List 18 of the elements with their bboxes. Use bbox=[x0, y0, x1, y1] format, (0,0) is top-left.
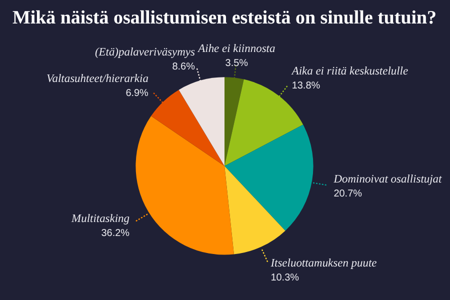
slice-label: (Etä)palaveriväsymys bbox=[94, 46, 196, 58]
data-label: 36.2% bbox=[101, 228, 130, 239]
slice-label: Aihe ei kiinnosta bbox=[197, 42, 276, 55]
pie-slice bbox=[151, 90, 224, 166]
data-label: 13.8% bbox=[292, 80, 320, 92]
data-label: 6.9% bbox=[126, 88, 149, 99]
slice-label: Aika ei riitä keskustelulle bbox=[290, 65, 408, 78]
slice-label: Multitasking bbox=[70, 212, 130, 225]
data-label: 3.5% bbox=[225, 58, 248, 69]
data-label: 20.7% bbox=[334, 188, 362, 200]
slice-label: Valtasuhteet/hierarkia bbox=[46, 73, 149, 86]
chart-title: Mikä näistä osallistumisen esteistä on sinulle tutuin? bbox=[12, 7, 437, 28]
slice-label: Dominoivat osallistujat bbox=[332, 174, 443, 186]
pie-slice bbox=[224, 166, 286, 254]
data-label: 8.6% bbox=[172, 61, 196, 72]
data-label: 10.3% bbox=[270, 272, 300, 284]
pie-slice bbox=[136, 116, 234, 255]
slice-label: Itseluottamuksen puute bbox=[270, 257, 377, 270]
